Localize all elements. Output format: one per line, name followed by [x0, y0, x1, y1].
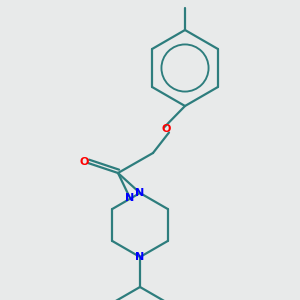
Text: O: O	[79, 157, 89, 167]
Text: N: N	[135, 252, 145, 262]
Text: N: N	[135, 188, 145, 198]
Text: O: O	[161, 124, 171, 134]
Text: N: N	[125, 193, 135, 203]
